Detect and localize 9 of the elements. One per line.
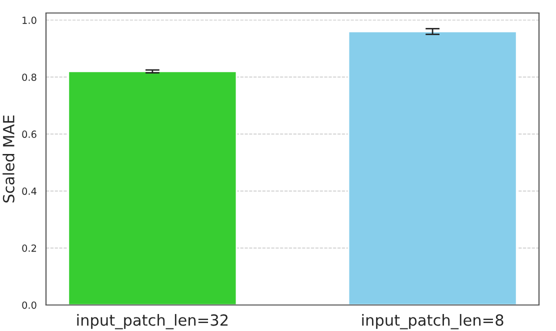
y-tick-label: 0.8 [22, 74, 36, 81]
y-axis-title: Scaled MAE [2, 116, 14, 202]
y-tick-label: 0.2 [22, 244, 36, 252]
y-tick-label: 0.4 [22, 188, 36, 195]
y-tick-label: 0.6 [22, 130, 36, 138]
y-tick-label: 0.0 [22, 301, 36, 309]
x-tick-label: input_patch_len=32 [77, 314, 228, 330]
x-tick-label: input_patch_len=8 [362, 314, 504, 330]
y-tick-label: 1.0 [22, 16, 36, 24]
